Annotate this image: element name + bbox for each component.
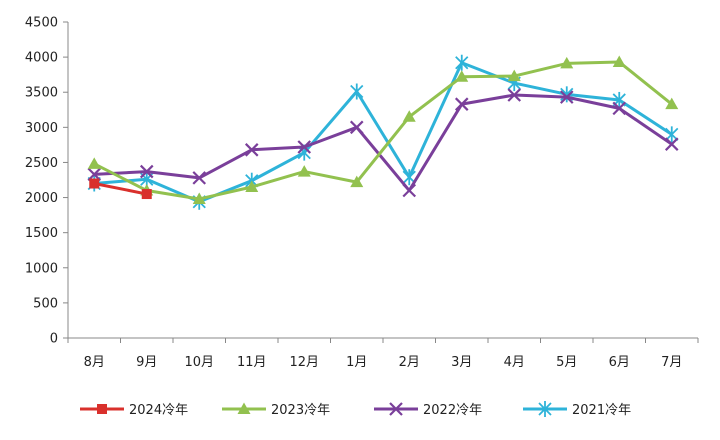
y-tick-label: 4500 (25, 16, 58, 31)
chart-series (87, 54, 679, 210)
y-tick-label: 0 (50, 332, 58, 347)
data-point (665, 126, 679, 143)
data-point (454, 97, 469, 111)
y-tick-label: 2000 (25, 191, 58, 206)
data-point (664, 137, 679, 151)
y-tick-label: 4000 (25, 51, 58, 66)
data-point (297, 140, 312, 154)
data-point (192, 192, 206, 204)
y-tick-label: 3500 (25, 86, 58, 101)
data-point (89, 178, 100, 189)
x-tick-label: 9月 (136, 355, 157, 370)
data-point (349, 120, 364, 135)
data-point (507, 88, 522, 102)
x-tick-label: 8月 (84, 355, 105, 370)
legend-item: 2024冷年 (80, 403, 188, 418)
legend-item: 2023冷年 (222, 402, 330, 418)
data-point (192, 171, 207, 185)
x-tick-label: 2月 (399, 355, 420, 370)
data-point (244, 143, 259, 157)
x-tick-label: 5月 (556, 355, 577, 370)
legend-swatch-marker (389, 402, 403, 416)
series-2023冷年 (87, 55, 679, 204)
x-tick-label: 3月 (451, 355, 472, 370)
x-tick-label: 4月 (504, 355, 525, 370)
data-point (402, 183, 417, 198)
series-2022冷年 (87, 88, 679, 198)
legend-label: 2022冷年 (423, 403, 482, 418)
y-tick-label: 2500 (25, 156, 58, 171)
data-point (245, 180, 259, 193)
legend-item: 2021冷年 (523, 401, 631, 418)
x-tick-label: 7月 (661, 355, 682, 370)
chart-legend: 2024冷年 2023冷年 2022冷年 2021冷年 (80, 401, 631, 418)
data-point (297, 165, 311, 177)
legend-swatch-marker (538, 401, 552, 417)
x-tick-label: 11月 (237, 355, 267, 370)
legend-label: 2021冷年 (572, 403, 631, 418)
data-point (87, 167, 102, 182)
y-tick-label: 3000 (25, 121, 58, 136)
series-line (93, 60, 673, 201)
data-point (402, 110, 416, 122)
data-point (612, 101, 627, 116)
data-point (87, 157, 101, 169)
x-tick-label: 6月 (609, 355, 630, 370)
data-point (141, 189, 152, 200)
x-axis-ticks: 8月 9月 10月 11月 12月 1月 2月 3月 4月 5月 6月 7月 (67, 338, 699, 370)
y-tick-label: 1500 (25, 226, 58, 241)
legend-label: 2023冷年 (271, 403, 330, 418)
legend-swatch-marker (237, 402, 251, 414)
legend-item: 2022冷年 (374, 402, 482, 418)
series-line (94, 93, 673, 193)
y-tick-label: 500 (33, 296, 58, 311)
data-point (560, 56, 574, 69)
legend-swatch-marker (97, 404, 107, 414)
x-tick-label: 10月 (184, 355, 214, 370)
series-2024冷年 (89, 178, 152, 200)
data-point (350, 175, 364, 188)
data-point (559, 90, 574, 104)
data-point (455, 54, 469, 71)
y-axis-ticks: 0 500 1000 1500 2000 2500 3000 3500 4000 4500 (25, 16, 68, 347)
x-tick-label: 1月 (346, 355, 367, 370)
data-point (139, 164, 154, 179)
data-point (455, 70, 469, 82)
legend-label: 2024冷年 (129, 403, 188, 418)
data-point (665, 97, 679, 110)
data-point (507, 69, 521, 82)
series-line (93, 182, 148, 196)
data-point (350, 83, 364, 100)
y-tick-label: 1000 (25, 261, 58, 276)
x-tick-label: 12月 (289, 355, 319, 370)
data-point (612, 55, 626, 68)
